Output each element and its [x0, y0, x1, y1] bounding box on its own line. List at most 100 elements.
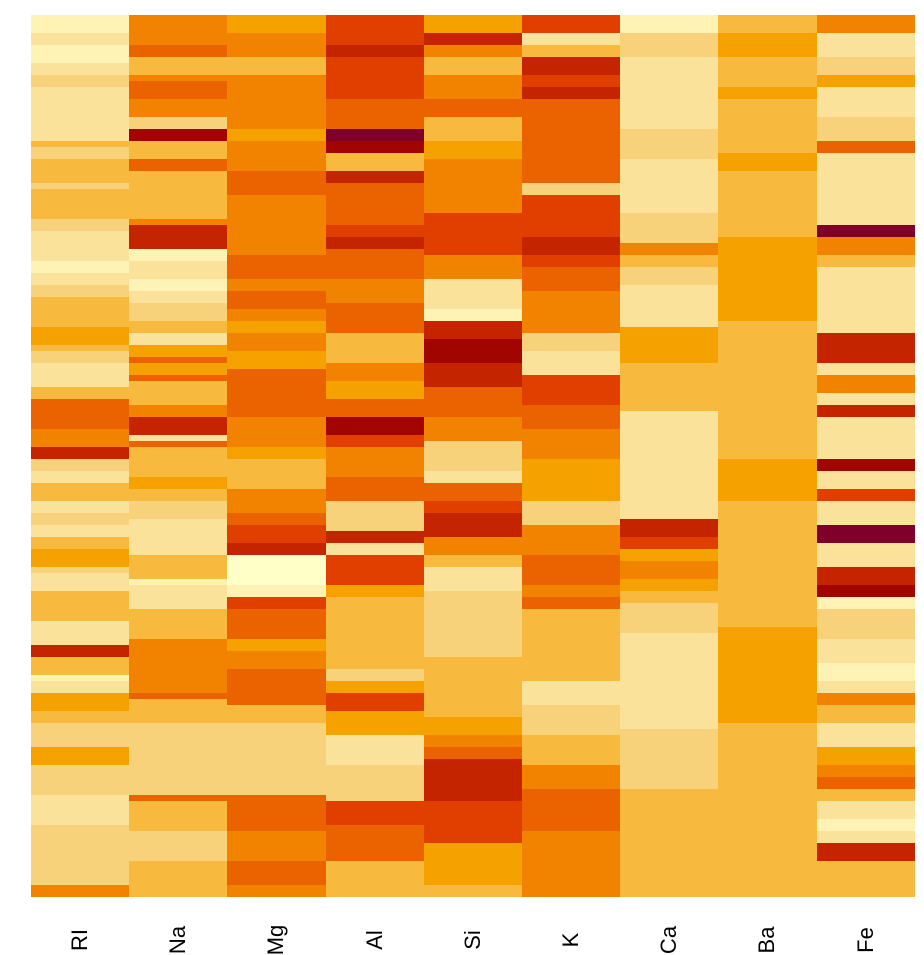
heatmap-cell	[31, 291, 130, 297]
heatmap-cell	[325, 633, 424, 639]
x-label-text: Na	[165, 925, 191, 955]
heatmap-cell	[718, 321, 817, 327]
heatmap-cell	[423, 225, 522, 231]
heatmap-cell	[620, 219, 719, 225]
heatmap-cell	[325, 693, 424, 699]
heatmap-cell	[31, 285, 130, 291]
heatmap-cell	[227, 45, 326, 51]
heatmap-cell	[129, 105, 228, 111]
heatmap-cell	[423, 237, 522, 243]
heatmap-cell	[227, 645, 326, 651]
heatmap-cell	[718, 573, 817, 579]
heatmap-cell	[423, 111, 522, 117]
heatmap-cell	[325, 459, 424, 465]
heatmap-cell	[521, 267, 621, 273]
heatmap-cell	[816, 765, 915, 771]
heatmap-cell	[620, 675, 719, 681]
heatmap-cell	[521, 345, 621, 351]
heatmap-cell	[718, 147, 817, 153]
heatmap-cell	[227, 111, 326, 117]
heatmap-cell	[816, 375, 915, 381]
heatmap-cell	[718, 189, 817, 195]
heatmap-cell	[816, 279, 915, 285]
heatmap-cell	[325, 519, 424, 525]
heatmap-cell	[816, 813, 915, 819]
heatmap-cell	[423, 201, 522, 207]
heatmap-cell	[227, 663, 326, 669]
heatmap-cell	[325, 237, 424, 243]
heatmap-cell	[227, 15, 326, 21]
heatmap-cell	[521, 459, 621, 465]
heatmap-cell	[521, 843, 621, 849]
heatmap-cell	[816, 753, 915, 759]
heatmap-cell	[816, 357, 915, 363]
heatmap-cell	[325, 375, 424, 381]
heatmap-cell	[718, 711, 817, 717]
heatmap-cell	[227, 117, 326, 123]
heatmap-cell	[521, 693, 621, 699]
heatmap-cell	[325, 867, 424, 873]
heatmap-cell	[31, 837, 130, 843]
heatmap-cell	[816, 639, 915, 645]
heatmap-cell	[227, 459, 326, 465]
heatmap-cell	[718, 603, 817, 609]
heatmap-cell	[816, 153, 915, 159]
heatmap-cell	[423, 555, 522, 561]
heatmap-cell	[423, 315, 522, 321]
heatmap-cell	[816, 405, 915, 411]
heatmap-cell	[521, 177, 621, 183]
heatmap-cell	[816, 171, 915, 177]
heatmap-cell	[31, 879, 130, 885]
heatmap-cell	[718, 159, 817, 165]
heatmap-cell	[423, 579, 522, 585]
heatmap-cell	[31, 315, 130, 321]
heatmap-cell	[423, 849, 522, 855]
heatmap-cell	[521, 837, 621, 843]
heatmap-column-si	[423, 15, 522, 898]
heatmap-cell	[227, 777, 326, 783]
heatmap-cell	[816, 63, 915, 69]
heatmap-cell	[816, 645, 915, 651]
heatmap-cell	[423, 627, 522, 633]
heatmap-cell	[423, 219, 522, 225]
heatmap-cell	[620, 135, 719, 141]
heatmap-cell	[423, 669, 522, 675]
heatmap-cell	[129, 795, 228, 801]
heatmap-cell	[620, 429, 719, 435]
heatmap-cell	[521, 717, 621, 723]
heatmap-cell	[129, 129, 228, 135]
heatmap-cell	[325, 393, 424, 399]
heatmap-cell	[31, 63, 130, 69]
heatmap-cell	[620, 507, 719, 513]
heatmap-cell	[325, 309, 424, 315]
heatmap-cell	[816, 627, 915, 633]
heatmap-cell	[521, 873, 621, 879]
heatmap-cell	[620, 351, 719, 357]
heatmap-cell	[129, 381, 228, 387]
heatmap-cell	[325, 843, 424, 849]
heatmap-cell	[521, 483, 621, 489]
heatmap-cell	[718, 51, 817, 57]
heatmap-cell	[521, 219, 621, 225]
heatmap-cell	[129, 45, 228, 51]
heatmap-column-fe	[816, 15, 915, 898]
heatmap-cell	[816, 93, 915, 99]
heatmap-cell	[129, 165, 228, 171]
heatmap-cell	[423, 699, 522, 705]
heatmap-cell	[227, 765, 326, 771]
x-label-fe: Fe	[817, 900, 915, 953]
heatmap-cell	[816, 429, 915, 435]
heatmap-cell	[423, 483, 522, 489]
heatmap-cell	[227, 687, 326, 693]
heatmap-cell	[31, 363, 130, 369]
heatmap-cell	[718, 579, 817, 585]
heatmap-cell	[227, 483, 326, 489]
heatmap-cell	[816, 99, 915, 105]
heatmap-cell	[129, 195, 228, 201]
heatmap-cell	[423, 381, 522, 387]
heatmap-cell	[521, 171, 621, 177]
heatmap-cell	[31, 813, 130, 819]
heatmap-cell	[227, 255, 326, 261]
heatmap-cell	[816, 399, 915, 405]
heatmap-column-ri	[31, 15, 130, 898]
